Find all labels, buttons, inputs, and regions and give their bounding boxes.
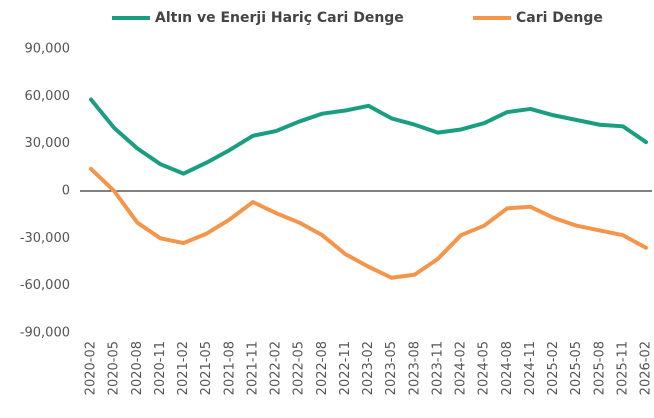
x-tick-label: 2022-02 xyxy=(269,341,284,395)
legend-label: Altın ve Enerji Hariç Cari Denge xyxy=(155,10,404,26)
x-tick-label: 2020-08 xyxy=(130,341,145,395)
y-tick-label: -90,000 xyxy=(20,326,70,341)
x-tick-label: 2022-11 xyxy=(338,341,353,395)
x-tick-label: 2024-05 xyxy=(477,341,492,395)
x-tick-label: 2025-02 xyxy=(546,341,561,395)
x-tick-label: 2022-05 xyxy=(292,341,307,395)
y-tick-label: 0 xyxy=(62,184,70,199)
y-tick-label: 30,000 xyxy=(25,136,71,151)
x-tick-label: 2021-05 xyxy=(199,341,214,395)
y-tick-label: 60,000 xyxy=(25,89,71,104)
x-tick-label: 2022-08 xyxy=(315,341,330,395)
x-tick-label: 2024-11 xyxy=(523,341,538,395)
y-tick-label: 90,000 xyxy=(25,42,71,57)
x-tick-label: 2020-02 xyxy=(84,341,99,395)
x-tick-label: 2023-08 xyxy=(407,341,422,395)
x-tick-label: 2025-08 xyxy=(592,341,607,395)
series-line xyxy=(89,166,648,280)
x-tick-label: 2020-05 xyxy=(107,341,122,395)
x-tick-label: 2025-05 xyxy=(569,341,584,395)
x-tick-label: 2023-02 xyxy=(361,341,376,395)
y-tick-label: -60,000 xyxy=(20,278,70,293)
x-tick-label: 2024-08 xyxy=(500,341,515,395)
series-line xyxy=(89,97,648,176)
x-tick-label: 2020-11 xyxy=(153,341,168,395)
x-tick-label: 2021-08 xyxy=(222,341,237,395)
legend-label: Cari Denge xyxy=(516,10,603,26)
x-tick-label: 2025-11 xyxy=(615,341,630,395)
y-tick-label: -30,000 xyxy=(20,231,70,246)
x-tick-label: 2023-05 xyxy=(384,341,399,395)
x-tick-label: 2026-02 xyxy=(639,341,654,395)
x-tick-label: 2021-11 xyxy=(245,341,260,395)
x-tick-label: 2021-02 xyxy=(176,341,191,395)
x-tick-label: 2024-02 xyxy=(454,341,469,395)
x-tick-label: 2023-11 xyxy=(430,341,445,395)
